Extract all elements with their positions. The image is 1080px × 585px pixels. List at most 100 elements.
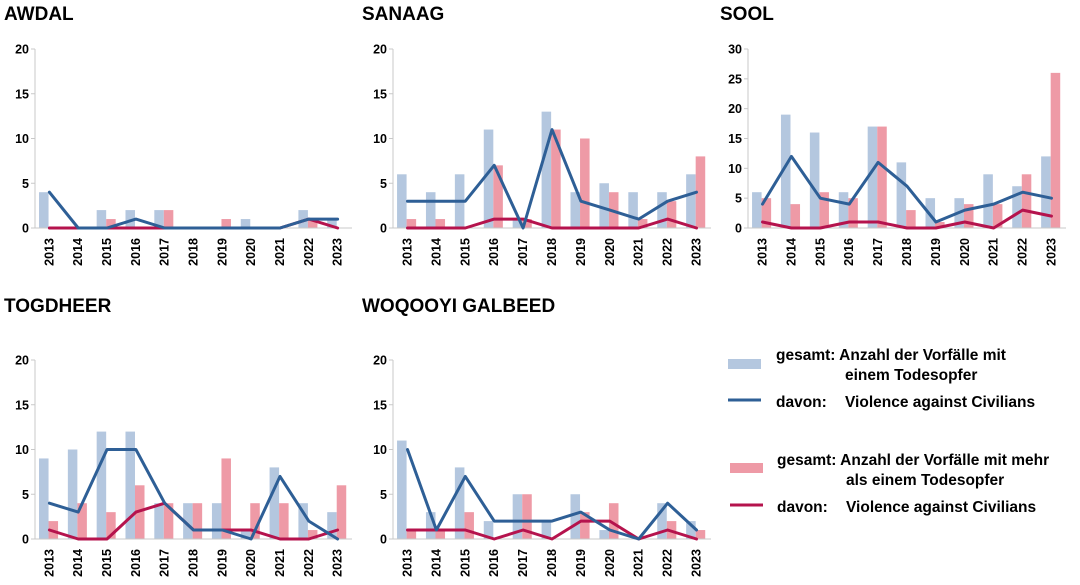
line-civilians-single-fatality — [761, 154, 1053, 224]
bar-single-fatality — [454, 467, 465, 539]
bar-multi-fatality — [435, 530, 446, 539]
bar-multi-fatality — [819, 192, 829, 228]
panel-title: SANAAG — [362, 4, 444, 25]
x-tick-label: 2015 — [100, 238, 114, 266]
bar-multi-fatality — [279, 503, 289, 539]
x-tick-label: 2018 — [187, 238, 201, 266]
bar-multi-fatality — [666, 201, 677, 228]
bar-multi-fatality — [221, 219, 231, 228]
bar-single-fatality — [240, 530, 251, 539]
x-tick-label: 2016 — [129, 549, 143, 577]
bar-multi-fatality — [848, 198, 858, 228]
bar-single-fatality — [211, 503, 222, 539]
chart-legend: gesamt: Anzahl der Vorfälle mit einem To… — [728, 347, 1049, 516]
legend-single-civilians-prefix: davon: — [776, 394, 827, 411]
bar-multi-fatality — [761, 198, 772, 228]
legend-multi-fatality-label-1: gesamt: Anzahl der Vorfälle mit mehr — [777, 452, 1049, 469]
panel-title: AWDAL — [4, 4, 74, 25]
y-tick-label: 0 — [380, 533, 387, 547]
panel-sool: SOOL 0 5 10 15 20 25 30 2013 2014 2015 2016 2017 2018… — [720, 4, 1066, 266]
bar-single-fatality — [752, 192, 762, 228]
bar-multi-fatality — [336, 485, 347, 539]
bar-single-fatality — [39, 192, 49, 228]
x-tick-label: 2021 — [273, 549, 287, 577]
bar-multi-fatality — [580, 512, 590, 539]
bar-multi-fatality — [106, 512, 116, 539]
y-tick-label: 15 — [373, 87, 387, 101]
bar-multi-fatality — [163, 210, 174, 228]
x-tick-label: 2017 — [158, 238, 172, 266]
y-tick-label: 10 — [728, 162, 742, 176]
bar-multi-fatality — [790, 204, 801, 228]
y-tick-label: 5 — [735, 192, 742, 206]
bar-single-fatality — [599, 530, 609, 539]
bar-single-fatality — [780, 114, 791, 228]
y-tick-label: 0 — [380, 222, 387, 236]
x-tick-label: 2021 — [987, 238, 1001, 266]
x-tick-label: 2016 — [487, 238, 501, 266]
x-tick-label: 2022 — [1016, 238, 1030, 266]
x-tick-label: 2015 — [458, 238, 472, 266]
x-tick-label: 2013 — [42, 238, 56, 266]
bar-multi-fatality — [637, 219, 648, 228]
legend-multi-fatality-label-2: als einem Todesopfer — [846, 472, 1004, 489]
bar-single-fatality — [240, 219, 251, 228]
x-tick-label: 2017 — [516, 238, 530, 266]
legend-swatch-multi-fatality-bar — [730, 463, 763, 473]
bar-single-fatality — [657, 503, 667, 539]
bar-single-fatality — [154, 503, 164, 539]
bar-single-fatality — [154, 210, 164, 228]
x-tick-label: 2021 — [632, 549, 646, 577]
bar-single-fatality — [39, 458, 49, 539]
legend-swatch-single-fatality-bar — [728, 359, 761, 369]
line-civilians-single-fatality — [47, 190, 340, 230]
bar-single-fatality — [397, 440, 407, 539]
x-tick-label: 2016 — [487, 549, 501, 577]
bar-single-fatality — [298, 503, 308, 539]
bar-multi-fatality — [163, 503, 174, 539]
bar-single-fatality — [1041, 156, 1051, 228]
x-tick-label: 2018 — [900, 238, 914, 266]
panel-togdheer: TOGDHEER 0 5 10 15 20 2013 2014 2015 2016 2017 2018… — [4, 296, 352, 577]
bar-multi-fatality — [522, 494, 532, 539]
x-tick-label: 2015 — [813, 238, 827, 266]
bar-multi-fatality — [192, 503, 203, 539]
bar-single-fatality — [425, 512, 436, 539]
y-tick-label: 5 — [22, 177, 29, 191]
bar-single-fatality — [269, 467, 280, 539]
bar-multi-fatality — [435, 219, 446, 228]
bar-single-fatality — [809, 132, 820, 228]
x-tick-label: 2023 — [690, 549, 704, 577]
bar-single-fatality — [483, 129, 494, 228]
y-tick-label: 20 — [373, 354, 387, 368]
x-tick-label: 2019 — [215, 549, 229, 577]
bar-single-fatality — [512, 494, 523, 539]
x-tick-label: 2014 — [429, 238, 443, 266]
x-tick-label: 2017 — [871, 238, 885, 266]
x-tick-label: 2014 — [71, 238, 85, 266]
bar-multi-fatality — [307, 219, 318, 228]
x-tick-label: 2020 — [603, 238, 617, 266]
panel-title: TOGDHEER — [4, 296, 112, 317]
y-tick-label: 15 — [15, 398, 29, 412]
y-tick-label: 10 — [15, 132, 29, 146]
y-tick-label: 25 — [728, 72, 742, 86]
bar-multi-fatality — [992, 204, 1003, 228]
y-tick-label: 30 — [728, 43, 742, 57]
bar-single-fatality — [686, 521, 696, 539]
x-tick-label: 2022 — [661, 549, 675, 577]
x-tick-label: 2016 — [842, 238, 856, 266]
bar-single-fatality — [327, 512, 337, 539]
bar-single-fatality — [983, 174, 993, 228]
bar-single-fatality — [67, 449, 78, 539]
x-tick-label: 2023 — [1045, 238, 1059, 266]
bar-multi-fatality — [963, 204, 974, 228]
legend-single-civilians-label: Violence against Civilians — [845, 394, 1035, 411]
bar-multi-fatality — [1021, 174, 1032, 228]
x-tick-label: 2015 — [100, 549, 114, 577]
bar-multi-fatality — [695, 530, 706, 539]
bar-multi-fatality — [551, 129, 561, 228]
x-tick-label: 2020 — [958, 238, 972, 266]
bar-single-fatality — [96, 210, 107, 228]
